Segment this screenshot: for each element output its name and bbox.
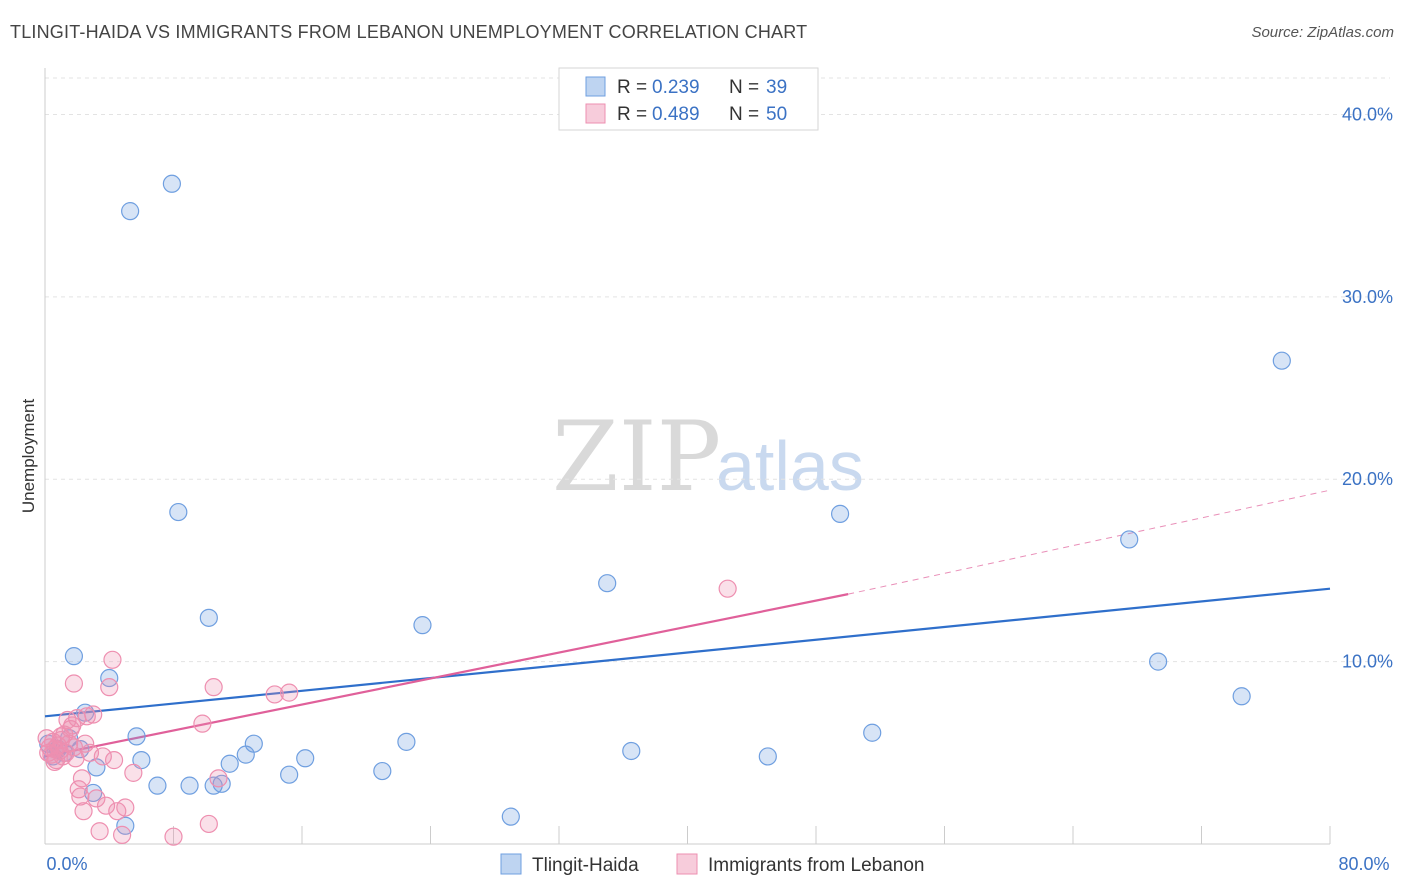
data-point (296, 749, 315, 768)
data-point (71, 740, 90, 759)
data-point (280, 683, 299, 702)
chart-title: TLINGIT-HAIDA VS IMMIGRANTS FROM LEBANON… (10, 22, 808, 42)
legend-r-label: R = (617, 77, 647, 98)
legend-n-value: 50 (766, 104, 787, 125)
legend-r-value: 0.239 (652, 77, 700, 98)
data-point (622, 741, 641, 761)
data-point (758, 747, 777, 766)
data-point (112, 825, 132, 844)
data-point (100, 678, 119, 697)
data-point (96, 796, 116, 815)
bottom-legend-swatch (676, 853, 698, 875)
data-point (164, 827, 183, 846)
data-point (244, 734, 263, 753)
data-point (87, 789, 106, 808)
data-point (100, 668, 119, 688)
watermark: ZIP atlas (552, 401, 864, 513)
watermark-atlas: atlas (716, 427, 864, 505)
data-point (169, 502, 188, 522)
trend-line (44, 587, 1331, 718)
data-point (71, 787, 90, 806)
data-point (718, 579, 737, 598)
data-point (1149, 652, 1168, 671)
bottom-legend-swatch (500, 853, 522, 875)
data-point (124, 763, 143, 782)
y-tick-label: 30.0% (1342, 287, 1393, 307)
data-point (193, 714, 212, 733)
data-point (204, 678, 223, 697)
y-tick-label: 20.0% (1342, 469, 1393, 489)
legend-r-label: R = (617, 104, 647, 125)
data-point (103, 650, 122, 669)
data-point (220, 754, 239, 773)
data-point (104, 751, 124, 770)
data-point (265, 685, 284, 704)
data-point (199, 608, 218, 627)
data-point (1120, 530, 1139, 549)
watermark-zip: ZIP (552, 401, 721, 513)
data-point (116, 798, 135, 817)
gridlines (45, 77, 1390, 663)
bottom-legend: Tlingit-Haida Immigrants from Lebanon (500, 853, 925, 876)
data-point (212, 774, 231, 793)
data-point (180, 776, 199, 795)
x-tick-label: 80.0% (1338, 854, 1389, 874)
legend-box (558, 67, 819, 131)
data-point (1232, 687, 1251, 706)
series-immigrants-from-lebanon-points (37, 579, 737, 846)
data-point (501, 807, 520, 826)
legend-swatch (585, 76, 606, 97)
data-point (280, 765, 299, 784)
y-axis-label-group: Unemployment (19, 399, 38, 514)
data-point (148, 776, 167, 795)
data-point (64, 647, 84, 666)
data-point (1272, 351, 1291, 370)
data-point (373, 761, 392, 781)
legend: R = 0.239 N = 39 R = 0.489 N = 50 (558, 67, 819, 131)
data-point (84, 705, 103, 724)
data-point (76, 734, 95, 753)
trend-lines (44, 489, 1331, 758)
y-tick-label: 10.0% (1342, 652, 1393, 672)
data-points (37, 174, 1291, 846)
legend-r-value: 0.489 (652, 104, 700, 125)
data-point (64, 738, 84, 757)
y-tick-label: 40.0% (1342, 104, 1393, 124)
data-point (121, 202, 140, 221)
data-point (413, 616, 432, 635)
data-point (863, 723, 882, 742)
x-tick-label: 0.0% (46, 854, 87, 874)
y-axis-label: Unemployment (19, 399, 38, 514)
data-point (64, 674, 84, 693)
legend-swatch (585, 103, 606, 124)
data-point (397, 732, 416, 751)
data-point (90, 822, 109, 841)
data-point (69, 780, 88, 799)
trend-line (44, 593, 849, 758)
data-point (51, 727, 71, 746)
data-point (199, 814, 218, 834)
data-point (127, 727, 146, 746)
bottom-legend-label: Tlingit-Haida (532, 855, 639, 876)
data-point (74, 802, 93, 821)
data-point (93, 747, 112, 766)
data-point (598, 574, 617, 593)
source-credit: Source: ZipAtlas.com (1251, 24, 1394, 41)
data-point (209, 769, 228, 788)
legend-n-label: N = (729, 104, 759, 125)
trend-line-extension (848, 489, 1331, 595)
axes: 10.0% 20.0% 30.0% 40.0% 0.0% 80.0% (44, 68, 1393, 874)
data-point (830, 504, 850, 523)
legend-n-value: 39 (766, 77, 787, 98)
bottom-legend-label: Immigrants from Lebanon (708, 855, 925, 876)
legend-n-label: N = (729, 77, 759, 98)
data-point (162, 174, 181, 193)
data-point (45, 752, 64, 772)
data-point (77, 707, 96, 726)
data-point (72, 769, 92, 788)
